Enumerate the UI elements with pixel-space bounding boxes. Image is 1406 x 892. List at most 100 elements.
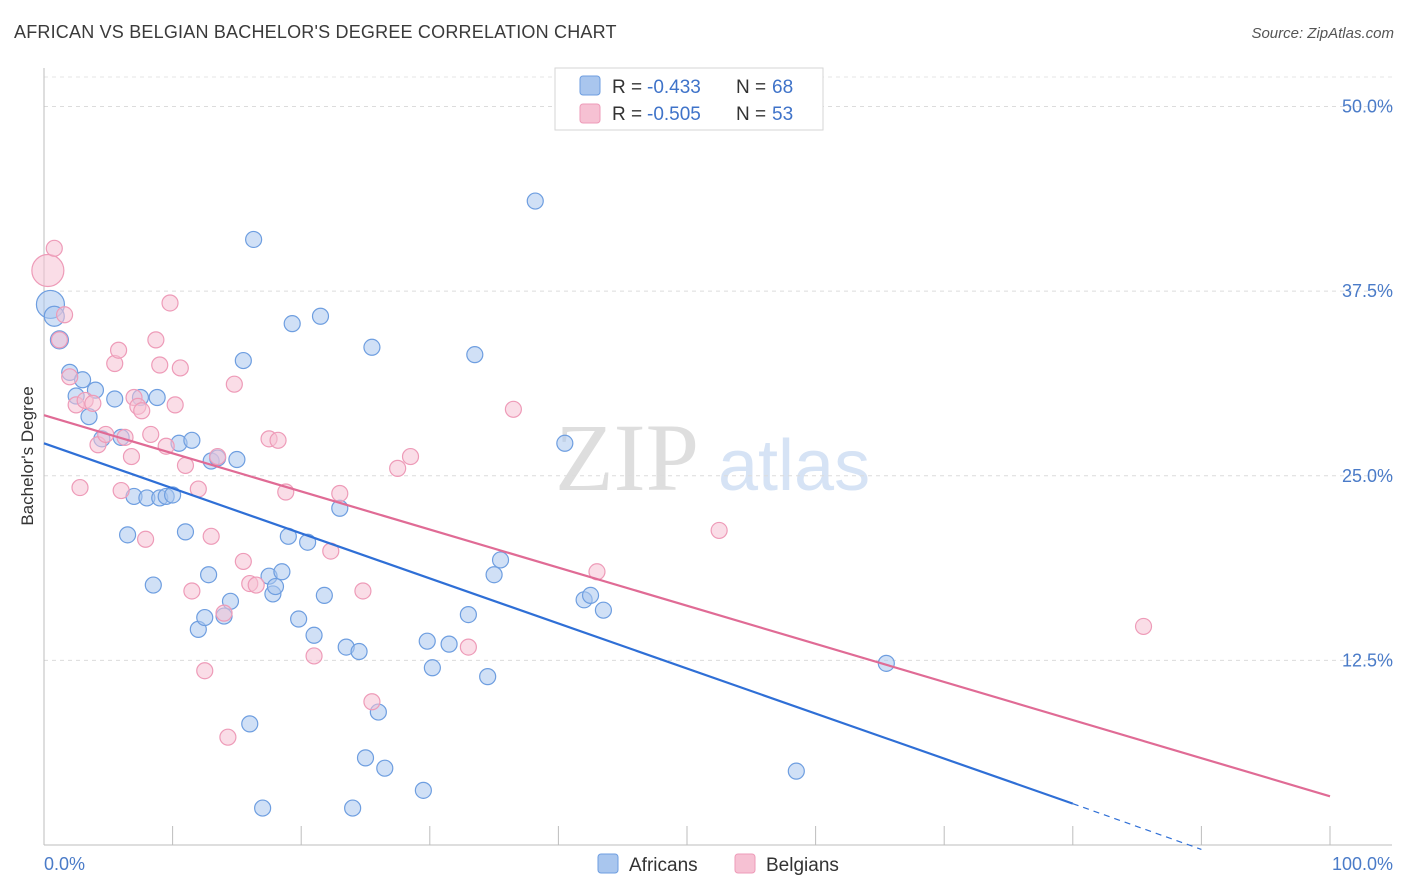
belgians-point-38 <box>247 576 265 594</box>
africans-point-33 <box>245 230 263 249</box>
belgians-point-0 <box>31 253 65 288</box>
legend-r-value-africans: -0.433 <box>647 77 701 98</box>
belgians-point-45 <box>354 582 372 600</box>
africans-point-9 <box>106 390 124 408</box>
series-legend-swatch-belgians <box>734 853 756 874</box>
africans-point-31 <box>234 351 252 370</box>
legend-n-value-belgians: 53 <box>772 104 793 125</box>
belgians-point-19 <box>136 530 155 548</box>
belgians-point-12 <box>109 341 128 359</box>
belgians-point-30 <box>196 662 214 680</box>
series-legend-swatch-africans <box>597 853 619 874</box>
belgians-point-52 <box>710 521 728 540</box>
axes <box>43 68 1392 846</box>
africans-point-25 <box>200 566 218 584</box>
correlation-legend: R = -0.433 N = 68 R = -0.505 N = 53 <box>554 67 824 131</box>
africans-point-48 <box>344 799 362 817</box>
africans-point-61 <box>485 566 503 584</box>
belgians-point-44 <box>331 484 349 503</box>
belgians-point-49 <box>459 638 477 656</box>
series-legend: Africans Belgians <box>597 853 839 876</box>
belgians-point-26 <box>171 359 189 377</box>
belgians-point-2 <box>50 331 69 349</box>
africans-point-66 <box>581 586 600 605</box>
belgians-point-42 <box>305 647 323 665</box>
africans-point-42 <box>299 533 317 551</box>
trend-lines <box>43 414 1331 850</box>
africans-point-56 <box>423 659 441 677</box>
africans-point-38 <box>273 563 291 581</box>
belgians-point-8 <box>84 394 102 412</box>
africans-point-43 <box>305 626 323 644</box>
africans-point-41 <box>290 610 308 628</box>
africans-point-62 <box>491 551 510 569</box>
belgians-point-13 <box>112 481 130 500</box>
series-legend-africans: Africans <box>629 855 698 876</box>
africans-point-58 <box>459 605 477 624</box>
africans-point-15 <box>144 576 162 594</box>
belgians-point-6 <box>71 478 89 497</box>
belgians-point-22 <box>151 356 169 374</box>
belgians-point-18 <box>133 402 151 420</box>
belgians-point-50 <box>504 400 522 418</box>
africans-point-37 <box>266 577 285 596</box>
belgians-point-3 <box>55 306 74 324</box>
watermark-zip: ZIP <box>555 404 699 511</box>
y-tick-label-3: 50.0% <box>1342 97 1393 117</box>
africans-point-21 <box>176 523 195 541</box>
africans-point-57 <box>440 635 458 653</box>
legend-r-value-belgians: -0.505 <box>647 104 701 125</box>
africans-trend-line <box>43 442 1074 805</box>
belgians-point-25 <box>166 396 184 414</box>
belgians-point-47 <box>389 459 407 477</box>
chart-title: AFRICAN VS BELGIAN BACHELOR'S DEGREE COR… <box>14 22 617 42</box>
africans-point-30 <box>228 450 246 469</box>
belgians-point-4 <box>61 368 79 386</box>
africans-point-53 <box>376 759 394 777</box>
africans-point-59 <box>466 346 484 364</box>
africans-point-69 <box>787 762 805 780</box>
belgians-point-40 <box>269 431 287 449</box>
belgians-point-20 <box>142 425 160 444</box>
belgians-point-32 <box>209 447 227 466</box>
data-points <box>31 192 1153 817</box>
legend-n-value-africans: 68 <box>772 77 793 98</box>
africans-point-44 <box>311 307 330 325</box>
legend-n-label-belgians: N = <box>736 104 766 125</box>
africans-point-45 <box>315 586 333 605</box>
africans-point-24 <box>196 608 214 627</box>
series-legend-belgians: Belgians <box>766 855 839 876</box>
legend-swatch-belgians <box>579 103 601 124</box>
legend-swatch-africans <box>579 75 601 96</box>
africans-point-40 <box>283 315 301 333</box>
belgians-point-53 <box>1134 617 1153 636</box>
y-tick-label-0: 12.5% <box>1342 650 1393 670</box>
legend-r-label-belgians: R = <box>612 104 642 125</box>
belgians-point-24 <box>161 294 179 312</box>
africans-trend-extension <box>1072 803 1202 850</box>
belgians-point-48 <box>401 447 420 466</box>
africans-point-22 <box>183 431 201 449</box>
legend-r-label-africans: R = <box>612 77 642 98</box>
source-label: Source: ZipAtlas.com <box>1251 25 1394 42</box>
belgians-point-31 <box>202 527 220 545</box>
africans-point-11 <box>118 526 137 544</box>
tick-labels: 12.5% 25.0% 37.5% 50.0% 0.0% 100.0% <box>44 97 1393 874</box>
belgians-point-35 <box>225 375 243 393</box>
africans-point-34 <box>254 799 272 817</box>
africans-point-67 <box>594 601 613 619</box>
x-tick-label-1: 100.0% <box>1332 854 1393 874</box>
belgians-point-15 <box>122 447 141 466</box>
africans-point-32 <box>241 715 259 733</box>
belgians-point-28 <box>183 582 201 600</box>
africans-point-49 <box>350 642 368 661</box>
watermark-atlas: atlas <box>718 426 870 506</box>
y-tick-label-2: 37.5% <box>1342 281 1393 301</box>
belgians-point-34 <box>219 728 237 746</box>
belgians-trend-line <box>43 414 1331 798</box>
africans-point-19 <box>164 486 182 504</box>
africans-point-51 <box>363 338 381 356</box>
belgians-point-1 <box>45 239 63 257</box>
africans-point-16 <box>148 388 166 407</box>
